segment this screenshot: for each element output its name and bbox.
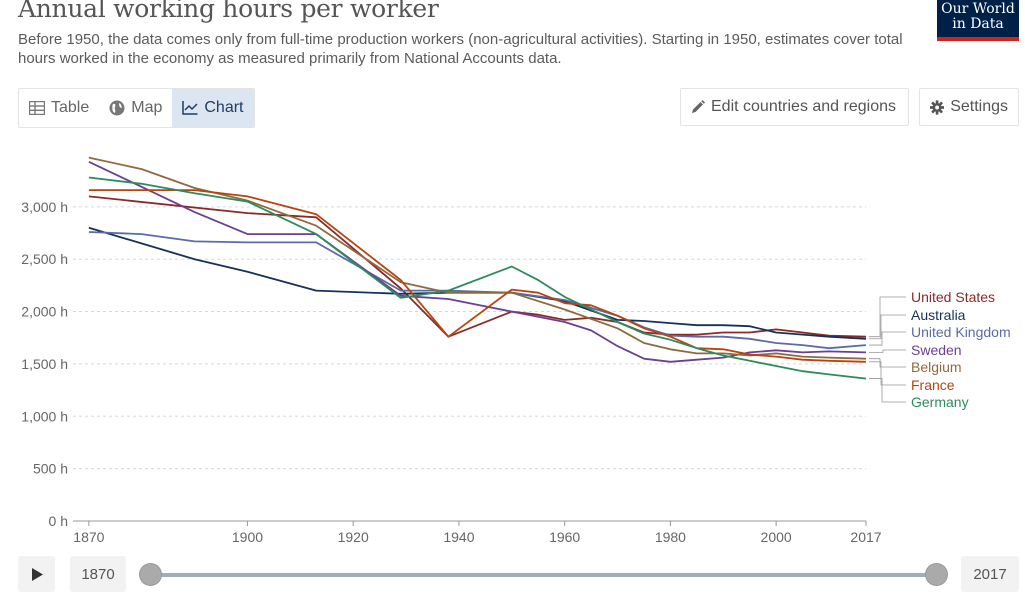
legend-connector-germany (869, 378, 906, 403)
tab-chart-label: Chart (204, 99, 244, 116)
x-tick-label: 1980 (655, 529, 686, 545)
x-tick-label: 1900 (232, 529, 263, 545)
logo-line-2: in Data (952, 16, 1004, 32)
tab-table-label: Table (51, 99, 90, 116)
legend-connector-australia (869, 314, 906, 340)
play-button[interactable] (18, 556, 55, 592)
tab-chart[interactable]: Chart (172, 89, 254, 127)
globe-icon (109, 100, 125, 116)
timeline-track[interactable] (150, 573, 936, 577)
chart-lines (88, 156, 867, 380)
legend-connector-france (869, 361, 906, 386)
y-tick-label: 1,000 h (21, 408, 68, 424)
settings-button[interactable]: Settings (919, 88, 1019, 126)
edit-countries-button[interactable]: Edit countries and regions (680, 88, 909, 126)
tab-table[interactable]: Table (19, 89, 99, 127)
legend-label-united-kingdom: United Kingdom (911, 324, 1011, 340)
legend-label-germany: Germany (911, 394, 969, 410)
series-line-united-states (88, 195, 867, 338)
tab-map[interactable]: Map (99, 89, 172, 127)
legend-label-belgium: Belgium (911, 359, 962, 375)
y-tick-label: 500 h (33, 461, 68, 477)
x-tick-label: 1920 (338, 529, 369, 545)
series-line-germany (88, 176, 867, 380)
x-tick-label: 1870 (73, 529, 104, 545)
series-line-sweden (88, 160, 867, 363)
timeline-start-handle[interactable] (140, 564, 161, 585)
timeline-end-handle[interactable] (926, 564, 947, 585)
start-year-box[interactable]: 1870 (70, 556, 126, 592)
settings-label: Settings (950, 98, 1008, 115)
owid-logo[interactable]: Our World in Data (937, 0, 1019, 41)
line-chart-icon (182, 101, 198, 115)
x-tick-label: 2017 (850, 529, 881, 545)
legend-connector-united-kingdom (869, 331, 906, 346)
series-line-united-kingdom (88, 231, 867, 350)
chart-title: Annual working hours per worker (18, 0, 439, 23)
x-tick-label: 2000 (761, 529, 792, 545)
logo-line-1: Our World (941, 1, 1015, 17)
table-icon (29, 101, 45, 115)
series-line-france (88, 189, 867, 363)
play-icon (31, 567, 43, 581)
end-year-box[interactable]: 2017 (961, 556, 1019, 592)
legend-label-australia: Australia (911, 307, 966, 323)
x-tick-label: 1960 (549, 529, 580, 545)
y-tick-label: 2,000 h (21, 304, 68, 320)
y-tick-label: 3,000 h (21, 199, 68, 215)
legend-connector-sweden (869, 349, 906, 353)
legend-label-united-states: United States (911, 289, 995, 305)
legend-label-france: France (911, 377, 955, 393)
gear-icon (930, 99, 945, 115)
legend-connector-belgium (869, 358, 906, 368)
x-tick-label: 1940 (443, 529, 474, 545)
legend-connector-united-states (869, 296, 906, 338)
view-tabs: Table Map Chart (18, 88, 255, 128)
y-tick-label: 0 h (49, 513, 68, 529)
y-tick-label: 1,500 h (21, 356, 68, 372)
chart-subtitle: Before 1950, the data comes only from fu… (18, 31, 903, 67)
pencil-icon (692, 100, 705, 113)
tab-map-label: Map (131, 99, 163, 116)
edit-countries-label: Edit countries and regions (711, 98, 896, 115)
chart-grid (73, 206, 866, 470)
y-tick-label: 2,500 h (21, 251, 68, 267)
series-line-australia (88, 226, 867, 340)
series-line-belgium (88, 156, 867, 360)
legend-label-sweden: Sweden (911, 342, 962, 358)
chart-axes: 0 h 500 h 1,000 h 1,500 h 2,000 h 2,500 h 3,00… (21, 199, 881, 545)
